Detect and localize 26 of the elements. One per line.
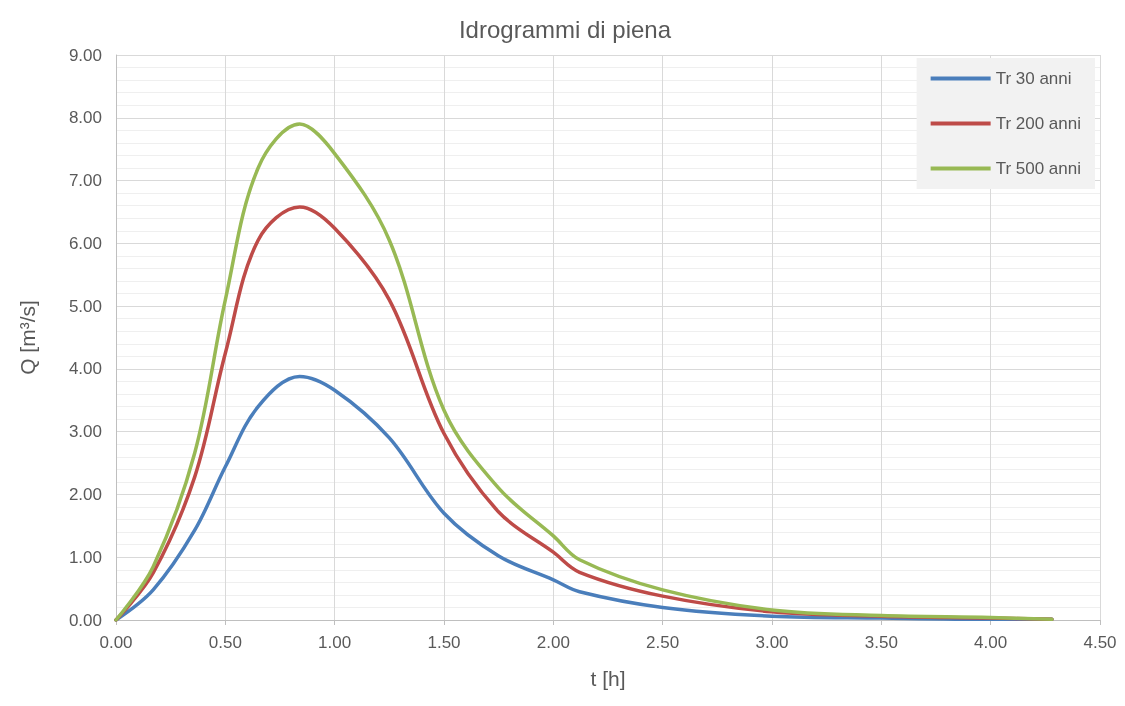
legend-label: Tr 200 anni: [995, 114, 1082, 133]
y-tick-label: 2.00: [68, 484, 102, 504]
x-tick-label: 1.00: [318, 633, 352, 652]
x-tick-label: 4.00: [974, 633, 1008, 652]
y-tick-label: 9.00: [68, 45, 102, 65]
x-tick-label: 3.50: [864, 633, 898, 652]
x-tick-label: 0.00: [99, 633, 133, 652]
y-tick-label: 5.00: [68, 296, 102, 316]
chart-title: Idrogrammi di piena: [458, 15, 672, 43]
y-tick-label: 7.00: [68, 171, 102, 191]
x-tick-label: 0.50: [208, 633, 242, 652]
x-tick-label: 1.50: [427, 633, 461, 652]
x-tick-label: 2.50: [646, 633, 680, 652]
y-tick-label: 1.00: [68, 547, 102, 567]
y-tick-label: 6.00: [68, 233, 102, 253]
x-tick-label: 3.00: [755, 633, 789, 652]
x-tick-label: 4.50: [1083, 633, 1117, 652]
y-tick-label: 8.00: [68, 108, 102, 128]
x-tick-label: 2.00: [536, 633, 570, 652]
y-axis-title: Q [m³/s]: [16, 300, 39, 375]
legend-label: Tr 30 anni: [995, 69, 1072, 88]
y-tick-label: 0.00: [68, 610, 102, 630]
y-tick-label: 4.00: [68, 359, 102, 379]
y-tick-label: 3.00: [68, 422, 102, 442]
x-axis-title: t [h]: [590, 667, 626, 690]
legend-label: Tr 500 anni: [995, 159, 1082, 178]
